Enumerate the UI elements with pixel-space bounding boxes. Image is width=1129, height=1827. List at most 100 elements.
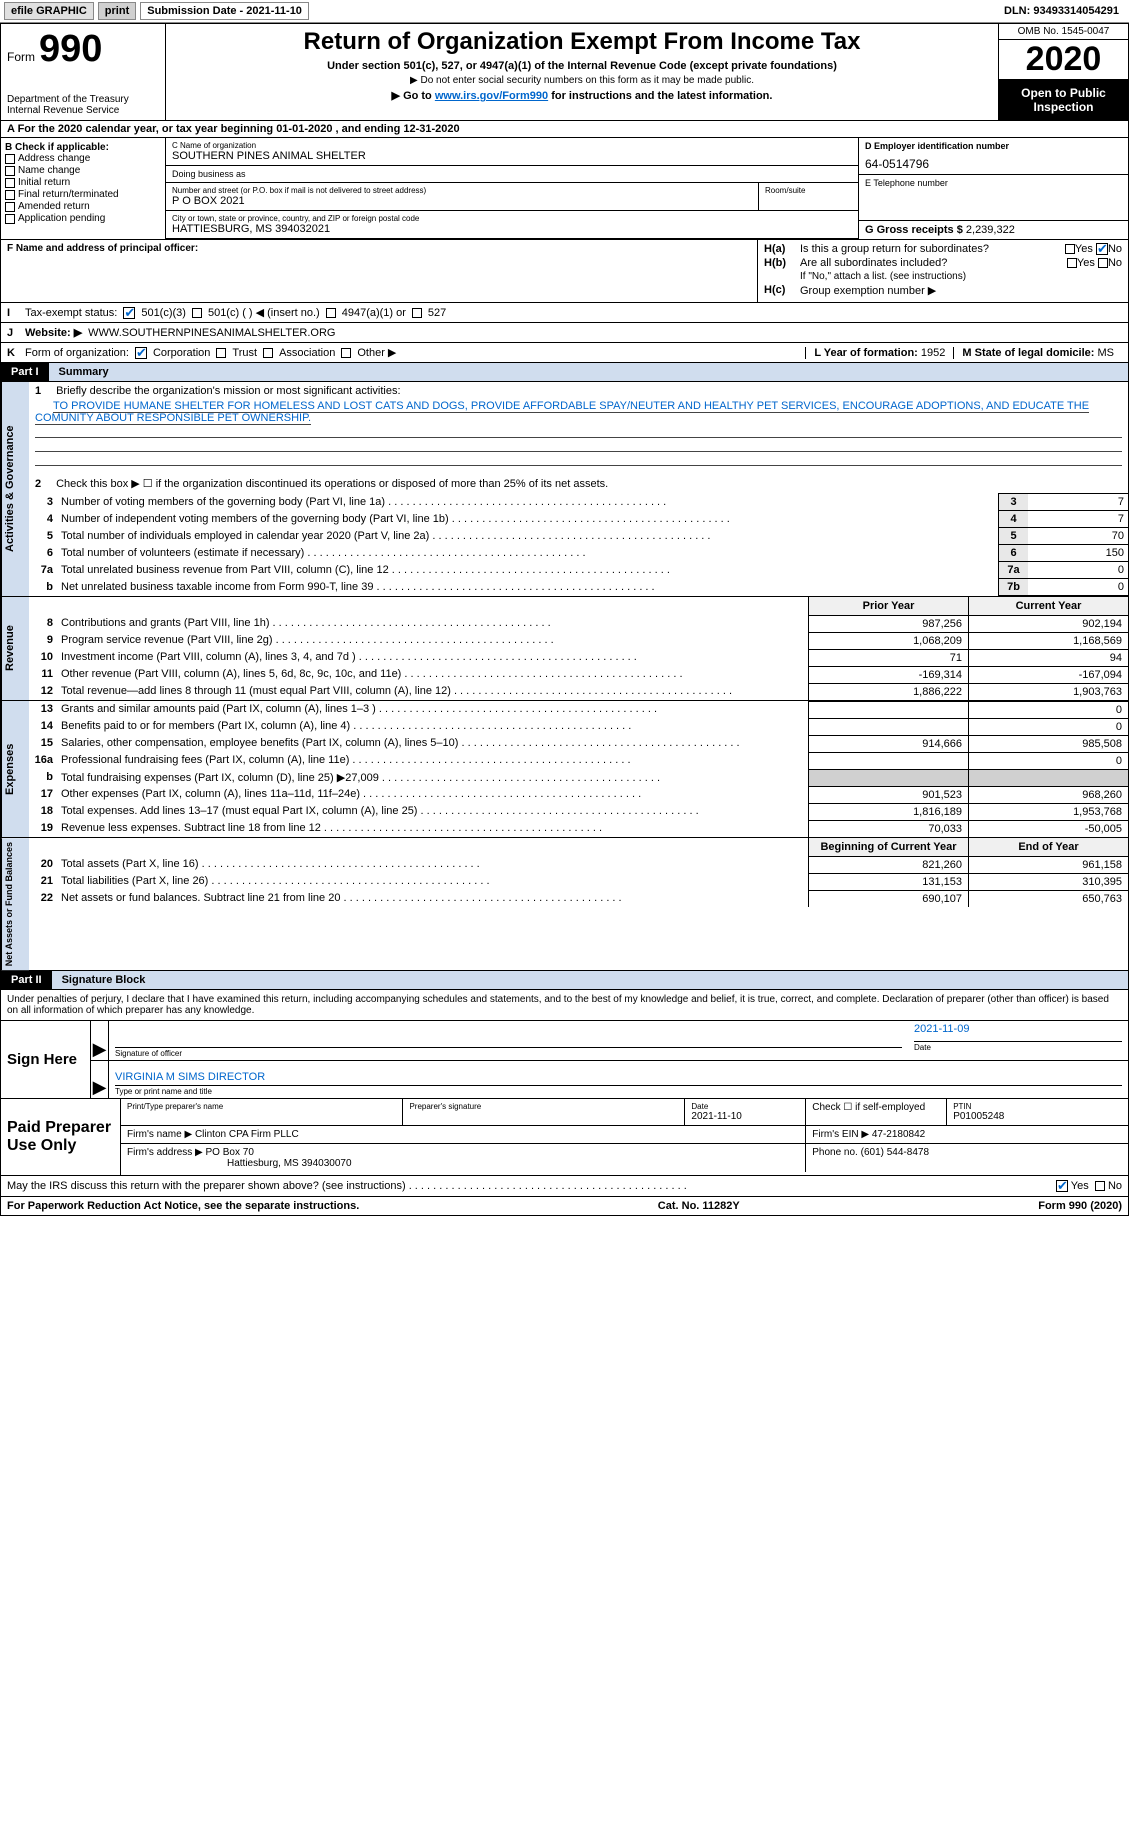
fin-row-14: 14Benefits paid to or for members (Part … (29, 718, 1128, 735)
form-number: Form 990 (7, 28, 159, 71)
4947-check[interactable] (326, 308, 336, 318)
chk-amended-return[interactable]: Amended return (5, 201, 161, 212)
irs-discuss-row: May the IRS discuss this return with the… (0, 1176, 1129, 1197)
fin-row-10: 10Investment income (Part VIII, column (… (29, 649, 1128, 666)
mission-blank3 (35, 452, 1122, 466)
trust-check[interactable] (216, 348, 226, 358)
line4-row: 4 Number of independent voting members o… (29, 510, 1128, 527)
dln-label: DLN: 93493314054291 (1004, 5, 1125, 17)
fin-row-20: 20Total assets (Part X, line 16)821,2609… (29, 856, 1128, 873)
sig-arrow-icon: ▶ (91, 1021, 109, 1060)
fin-row-19: 19Revenue less expenses. Subtract line 1… (29, 820, 1128, 837)
submission-date: Submission Date - 2021-11-10 (140, 2, 309, 20)
fin-row-18: 18Total expenses. Add lines 13–17 (must … (29, 803, 1128, 820)
dept-treasury: Department of the Treasury Internal Reve… (7, 94, 159, 116)
state-domicile: MS (1098, 347, 1115, 359)
mission-blank2 (35, 438, 1122, 452)
chk-name-change[interactable]: Name change (5, 165, 161, 176)
other-check[interactable] (341, 348, 351, 358)
preparer-section: Paid Preparer Use Only Print/Type prepar… (0, 1099, 1129, 1176)
line7a-row: 7a Total unrelated business revenue from… (29, 561, 1128, 578)
room-suite-box: Room/suite (758, 183, 858, 210)
discuss-no[interactable] (1095, 1181, 1105, 1191)
penalty-statement: Under penalties of perjury, I declare th… (0, 990, 1129, 1021)
527-check[interactable] (412, 308, 422, 318)
corp-check[interactable] (135, 347, 147, 359)
line3-row: 3 Number of voting members of the govern… (29, 493, 1128, 510)
tax-period: A For the 2020 calendar year, or tax yea… (0, 121, 1129, 138)
officer-name: VIRGINIA M SIMS DIRECTOR Type or print n… (109, 1061, 1128, 1098)
form-goto-line: ▶ Go to www.irs.gov/Form990 for instruct… (176, 89, 988, 102)
efile-button[interactable]: efile GRAPHIC (4, 2, 94, 20)
ha-yes[interactable] (1065, 244, 1075, 254)
fin-row-16a: 16aProfessional fundraising fees (Part I… (29, 752, 1128, 769)
vtab-netassets: Net Assets or Fund Balances (1, 838, 29, 970)
form-ssn-note: ▶ Do not enter social security numbers o… (176, 75, 988, 86)
vtab-revenue: Revenue (1, 597, 29, 700)
b-check-label: B Check if applicable: (5, 142, 161, 153)
fin-row-15: 15Salaries, other compensation, employee… (29, 735, 1128, 752)
vtab-governance: Activities & Governance (1, 382, 29, 596)
tax-year: 2020 (999, 40, 1128, 80)
website-value: WWW.SOUTHERNPINESANIMALSHELTER.ORG (88, 327, 335, 339)
address-box: Number and street (or P.O. box if mail i… (166, 183, 758, 210)
prep-date: 2021-11-10 (691, 1111, 741, 1122)
revenue-section: Revenue Prior Year Current Year 8Contrib… (0, 597, 1129, 701)
assoc-check[interactable] (263, 348, 273, 358)
fin-row-12: 12Total revenue—add lines 8 through 11 (… (29, 683, 1128, 700)
net-col-headers: Beginning of Current Year End of Year (29, 838, 1128, 856)
form-header: Form 990 Department of the Treasury Inte… (0, 23, 1129, 121)
dba-box: Doing business as (166, 166, 858, 183)
firm-address: PO Box 70 (206, 1147, 254, 1158)
mission-blank1 (35, 424, 1122, 438)
fin-row-22: 22Net assets or fund balances. Subtract … (29, 890, 1128, 907)
tax-exempt-row: I Tax-exempt status: 501(c)(3) 501(c) ( … (0, 303, 1129, 323)
identity-block: B Check if applicable: Address change Na… (0, 138, 1129, 240)
fin-row-11: 11Other revenue (Part VIII, column (A), … (29, 666, 1128, 683)
firm-ein: 47-2180842 (872, 1129, 925, 1140)
rev-col-headers: Prior Year Current Year (29, 597, 1128, 615)
website-row: J Website: ▶ WWW.SOUTHERNPINESANIMALSHEL… (0, 323, 1129, 343)
city-box: City or town, state or province, country… (166, 211, 858, 239)
line5-row: 5 Total number of individuals employed i… (29, 527, 1128, 544)
line7b-row: b Net unrelated business taxable income … (29, 578, 1128, 596)
firm-phone: (601) 544-8478 (861, 1147, 929, 1158)
year-formation: 1952 (921, 347, 945, 359)
line6-row: 6 Total number of volunteers (estimate i… (29, 544, 1128, 561)
officer-signature[interactable]: Signature of officer (109, 1021, 908, 1060)
fin-row-b: bTotal fundraising expenses (Part IX, co… (29, 769, 1128, 786)
hb-yes[interactable] (1067, 258, 1077, 268)
part1-header: Part I Summary (0, 363, 1129, 382)
org-name-box: C Name of organization SOUTHERN PINES AN… (166, 138, 858, 166)
chk-address-change[interactable]: Address change (5, 153, 161, 164)
chk-final-return[interactable]: Final return/terminated (5, 189, 161, 200)
irs-link[interactable]: www.irs.gov/Form990 (435, 90, 548, 102)
governance-section: Activities & Governance 1 Briefly descri… (0, 382, 1129, 597)
self-employed-check[interactable]: Check ☐ if self-employed (812, 1102, 925, 1113)
omb-number: OMB No. 1545-0047 (999, 24, 1128, 40)
org-form-row: K Form of organization: Corporation Trus… (0, 343, 1129, 363)
discuss-yes[interactable] (1056, 1180, 1068, 1192)
mission-text: TO PROVIDE HUMANE SHELTER FOR HOMELESS A… (35, 400, 1089, 425)
form-subtitle: Under section 501(c), 527, or 4947(a)(1)… (176, 60, 988, 72)
chk-application-pending[interactable]: Application pending (5, 213, 161, 224)
firm-name: Clinton CPA Firm PLLC (195, 1129, 299, 1140)
chk-initial-return[interactable]: Initial return (5, 177, 161, 188)
print-button[interactable]: print (98, 2, 136, 20)
footer-row: For Paperwork Reduction Act Notice, see … (0, 1197, 1129, 1216)
501c-check[interactable] (192, 308, 202, 318)
501c3-check[interactable] (123, 307, 135, 319)
officer-h-block: F Name and address of principal officer:… (0, 240, 1129, 303)
form-title: Return of Organization Exempt From Incom… (176, 28, 988, 56)
hb-no[interactable] (1098, 258, 1108, 268)
signature-section: Sign Here ▶ Signature of officer 2021-11… (0, 1021, 1129, 1099)
fin-row-21: 21Total liabilities (Part X, line 26)131… (29, 873, 1128, 890)
fin-row-9: 9Program service revenue (Part VIII, lin… (29, 632, 1128, 649)
fin-row-17: 17Other expenses (Part IX, column (A), l… (29, 786, 1128, 803)
netassets-section: Net Assets or Fund Balances Beginning of… (0, 838, 1129, 971)
gross-receipts-box: G Gross receipts $ 2,239,322 (859, 221, 1128, 239)
fin-row-8: 8Contributions and grants (Part VIII, li… (29, 615, 1128, 632)
principal-officer: F Name and address of principal officer: (1, 240, 758, 302)
vtab-expenses: Expenses (1, 701, 29, 837)
ha-no[interactable] (1096, 243, 1108, 255)
